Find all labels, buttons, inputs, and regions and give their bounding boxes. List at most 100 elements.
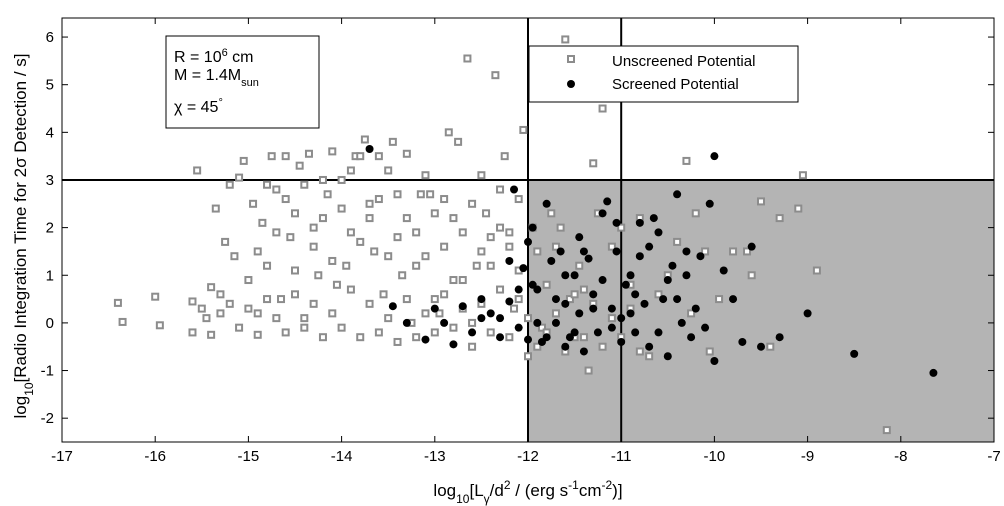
- screened-point: [496, 314, 505, 323]
- unscreened-point: [500, 152, 509, 161]
- unscreened-point: [402, 295, 411, 304]
- x-tick-label: -7: [987, 448, 1000, 465]
- unscreened-point: [491, 71, 500, 80]
- screened-point: [561, 271, 570, 280]
- unscreened-point: [244, 276, 253, 285]
- unscreened-point: [328, 256, 337, 265]
- screened-point: [738, 337, 747, 346]
- unscreened-point: [505, 333, 514, 342]
- unscreened-point: [430, 209, 439, 218]
- screened-point: [640, 299, 649, 308]
- x-tick-label: -16: [144, 448, 166, 465]
- unscreened-point: [519, 125, 528, 134]
- unscreened-point: [505, 228, 514, 237]
- screened-point: [561, 299, 570, 308]
- unscreened-point: [440, 195, 449, 204]
- unscreened-point: [370, 247, 379, 256]
- screened-point: [626, 271, 635, 280]
- unscreened-point: [263, 180, 272, 189]
- y-axis-ticks: -2 -1 0 1 2 3 4 5 6: [41, 29, 994, 427]
- annotation-box: [165, 35, 320, 129]
- unscreened-point: [291, 290, 299, 299]
- screened-point: [598, 209, 607, 218]
- screened-point: [757, 342, 765, 351]
- unscreened-point: [328, 309, 337, 318]
- unscreened-point: [537, 323, 546, 332]
- unscreened-point: [505, 242, 514, 251]
- unscreened-point: [318, 175, 327, 184]
- screened-point: [547, 256, 556, 265]
- screened-point: [542, 199, 551, 208]
- screened-point: [496, 333, 505, 342]
- legend-marker-screened: [567, 80, 575, 88]
- screened-point: [710, 357, 719, 366]
- unscreened-point: [486, 233, 495, 242]
- screened-point: [584, 254, 593, 263]
- screened-point: [617, 337, 626, 346]
- unscreened-point: [598, 104, 607, 113]
- unscreened-point: [812, 266, 821, 275]
- unscreened-point: [458, 228, 467, 237]
- screened-point: [645, 242, 654, 251]
- screened-point: [430, 304, 439, 313]
- screened-point: [775, 333, 784, 342]
- unscreened-point: [384, 252, 393, 261]
- screened-point: [551, 295, 560, 304]
- unscreened-point: [743, 247, 752, 256]
- unscreened-point: [729, 247, 738, 256]
- unscreened-point: [477, 171, 486, 180]
- unscreened-point: [635, 347, 644, 356]
- unscreened-point: [318, 333, 327, 342]
- screened-point: [365, 145, 374, 154]
- screened-point: [659, 295, 668, 304]
- unscreened-point: [617, 223, 626, 232]
- unscreened-point: [314, 271, 323, 280]
- unscreened-point: [258, 218, 267, 227]
- unscreened-point: [291, 209, 299, 218]
- unscreened-point: [295, 161, 304, 170]
- unscreened-point: [263, 261, 272, 270]
- unscreened-point: [421, 309, 430, 318]
- legend-label-screened: Screened Potential: [612, 76, 739, 93]
- unscreened-point: [188, 328, 197, 337]
- screened-point: [524, 335, 532, 344]
- screened-point: [635, 252, 644, 261]
- x-tick-label: -15: [238, 448, 260, 465]
- unscreened-point: [561, 35, 570, 44]
- screened-point: [607, 304, 616, 313]
- screened-point: [621, 280, 630, 289]
- screened-point: [747, 242, 756, 251]
- unscreened-point: [766, 342, 775, 351]
- unscreened-point: [281, 328, 290, 337]
- unscreened-point: [687, 309, 696, 318]
- unscreened-point: [416, 190, 425, 199]
- unscreened-point: [267, 152, 276, 161]
- screened-point: [710, 152, 719, 161]
- unscreened-point: [524, 352, 532, 361]
- screened-point: [682, 271, 691, 280]
- unscreened-point: [309, 299, 318, 308]
- legend-marker-unscreened: [567, 55, 575, 63]
- screened-point: [575, 233, 584, 242]
- unscreened-point: [449, 276, 458, 285]
- screened-point: [402, 318, 411, 327]
- unscreened-point: [551, 309, 560, 318]
- screened-point: [556, 247, 565, 256]
- shaded-detection-region: [528, 179, 994, 442]
- unscreened-point: [412, 333, 421, 342]
- y-tick-label: 6: [46, 29, 54, 46]
- x-axis-ticks: -17 -16 -15 -14 -13 -12 -11 -10 -9 -8 -7: [51, 18, 1001, 465]
- unscreened-point: [332, 280, 341, 289]
- screened-point: [486, 309, 495, 318]
- unscreened-point: [202, 314, 211, 323]
- unscreened-point: [701, 247, 710, 256]
- unscreened-point: [346, 285, 355, 294]
- x-tick-label: -17: [51, 448, 73, 465]
- unscreened-point: [468, 318, 477, 327]
- unscreened-point: [356, 333, 365, 342]
- unscreened-point: [421, 171, 430, 180]
- screened-point: [635, 218, 644, 227]
- unscreened-point: [379, 290, 388, 299]
- y-tick-label: 2: [46, 220, 54, 237]
